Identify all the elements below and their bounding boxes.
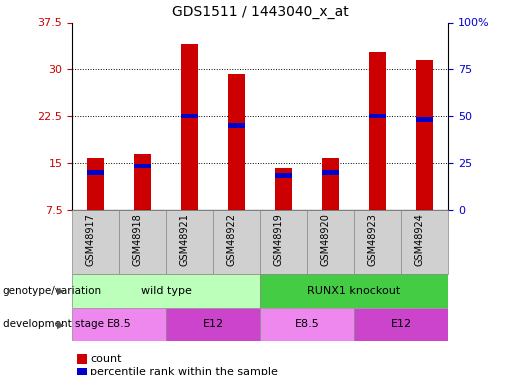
- Text: ▶: ▶: [57, 286, 64, 296]
- FancyBboxPatch shape: [166, 308, 260, 341]
- FancyBboxPatch shape: [213, 210, 260, 274]
- Text: RUNX1 knockout: RUNX1 knockout: [307, 286, 401, 296]
- FancyBboxPatch shape: [72, 274, 260, 308]
- Text: GSM48922: GSM48922: [227, 213, 236, 266]
- FancyBboxPatch shape: [307, 210, 354, 274]
- Bar: [416, 117, 433, 122]
- Text: wild type: wild type: [141, 286, 192, 296]
- Bar: [322, 158, 339, 210]
- Text: development stage: development stage: [3, 320, 104, 329]
- Text: GSM48918: GSM48918: [132, 213, 143, 266]
- Text: GSM48919: GSM48919: [273, 213, 284, 266]
- Text: GSM48924: GSM48924: [415, 213, 424, 266]
- FancyBboxPatch shape: [119, 210, 166, 274]
- Bar: [322, 170, 339, 175]
- FancyBboxPatch shape: [354, 308, 448, 341]
- FancyBboxPatch shape: [401, 210, 448, 274]
- Bar: [228, 123, 245, 128]
- FancyBboxPatch shape: [72, 308, 166, 341]
- Text: GSM48923: GSM48923: [368, 213, 377, 266]
- Title: GDS1511 / 1443040_x_at: GDS1511 / 1443040_x_at: [171, 5, 349, 19]
- Text: count: count: [90, 354, 122, 364]
- Text: E8.5: E8.5: [107, 320, 131, 329]
- Bar: [416, 60, 433, 210]
- Text: GSM48917: GSM48917: [85, 213, 96, 266]
- Bar: [181, 114, 198, 118]
- Text: genotype/variation: genotype/variation: [3, 286, 101, 296]
- Bar: [88, 170, 104, 175]
- Text: E8.5: E8.5: [295, 320, 319, 329]
- Text: GSM48921: GSM48921: [180, 213, 190, 266]
- FancyBboxPatch shape: [166, 210, 213, 274]
- FancyBboxPatch shape: [354, 210, 401, 274]
- Text: ▶: ▶: [57, 320, 64, 329]
- Text: GSM48920: GSM48920: [320, 213, 331, 266]
- Bar: [276, 173, 292, 178]
- FancyBboxPatch shape: [260, 274, 448, 308]
- Bar: [134, 154, 151, 210]
- Bar: [134, 164, 151, 168]
- Text: percentile rank within the sample: percentile rank within the sample: [90, 368, 278, 375]
- FancyBboxPatch shape: [260, 210, 307, 274]
- Text: E12: E12: [390, 320, 411, 329]
- Bar: [369, 114, 386, 118]
- Bar: [88, 158, 104, 210]
- FancyBboxPatch shape: [72, 210, 119, 274]
- Bar: [369, 52, 386, 210]
- Bar: [181, 44, 198, 210]
- Bar: [228, 74, 245, 210]
- Text: E12: E12: [202, 320, 224, 329]
- Bar: [276, 168, 292, 210]
- FancyBboxPatch shape: [260, 308, 354, 341]
